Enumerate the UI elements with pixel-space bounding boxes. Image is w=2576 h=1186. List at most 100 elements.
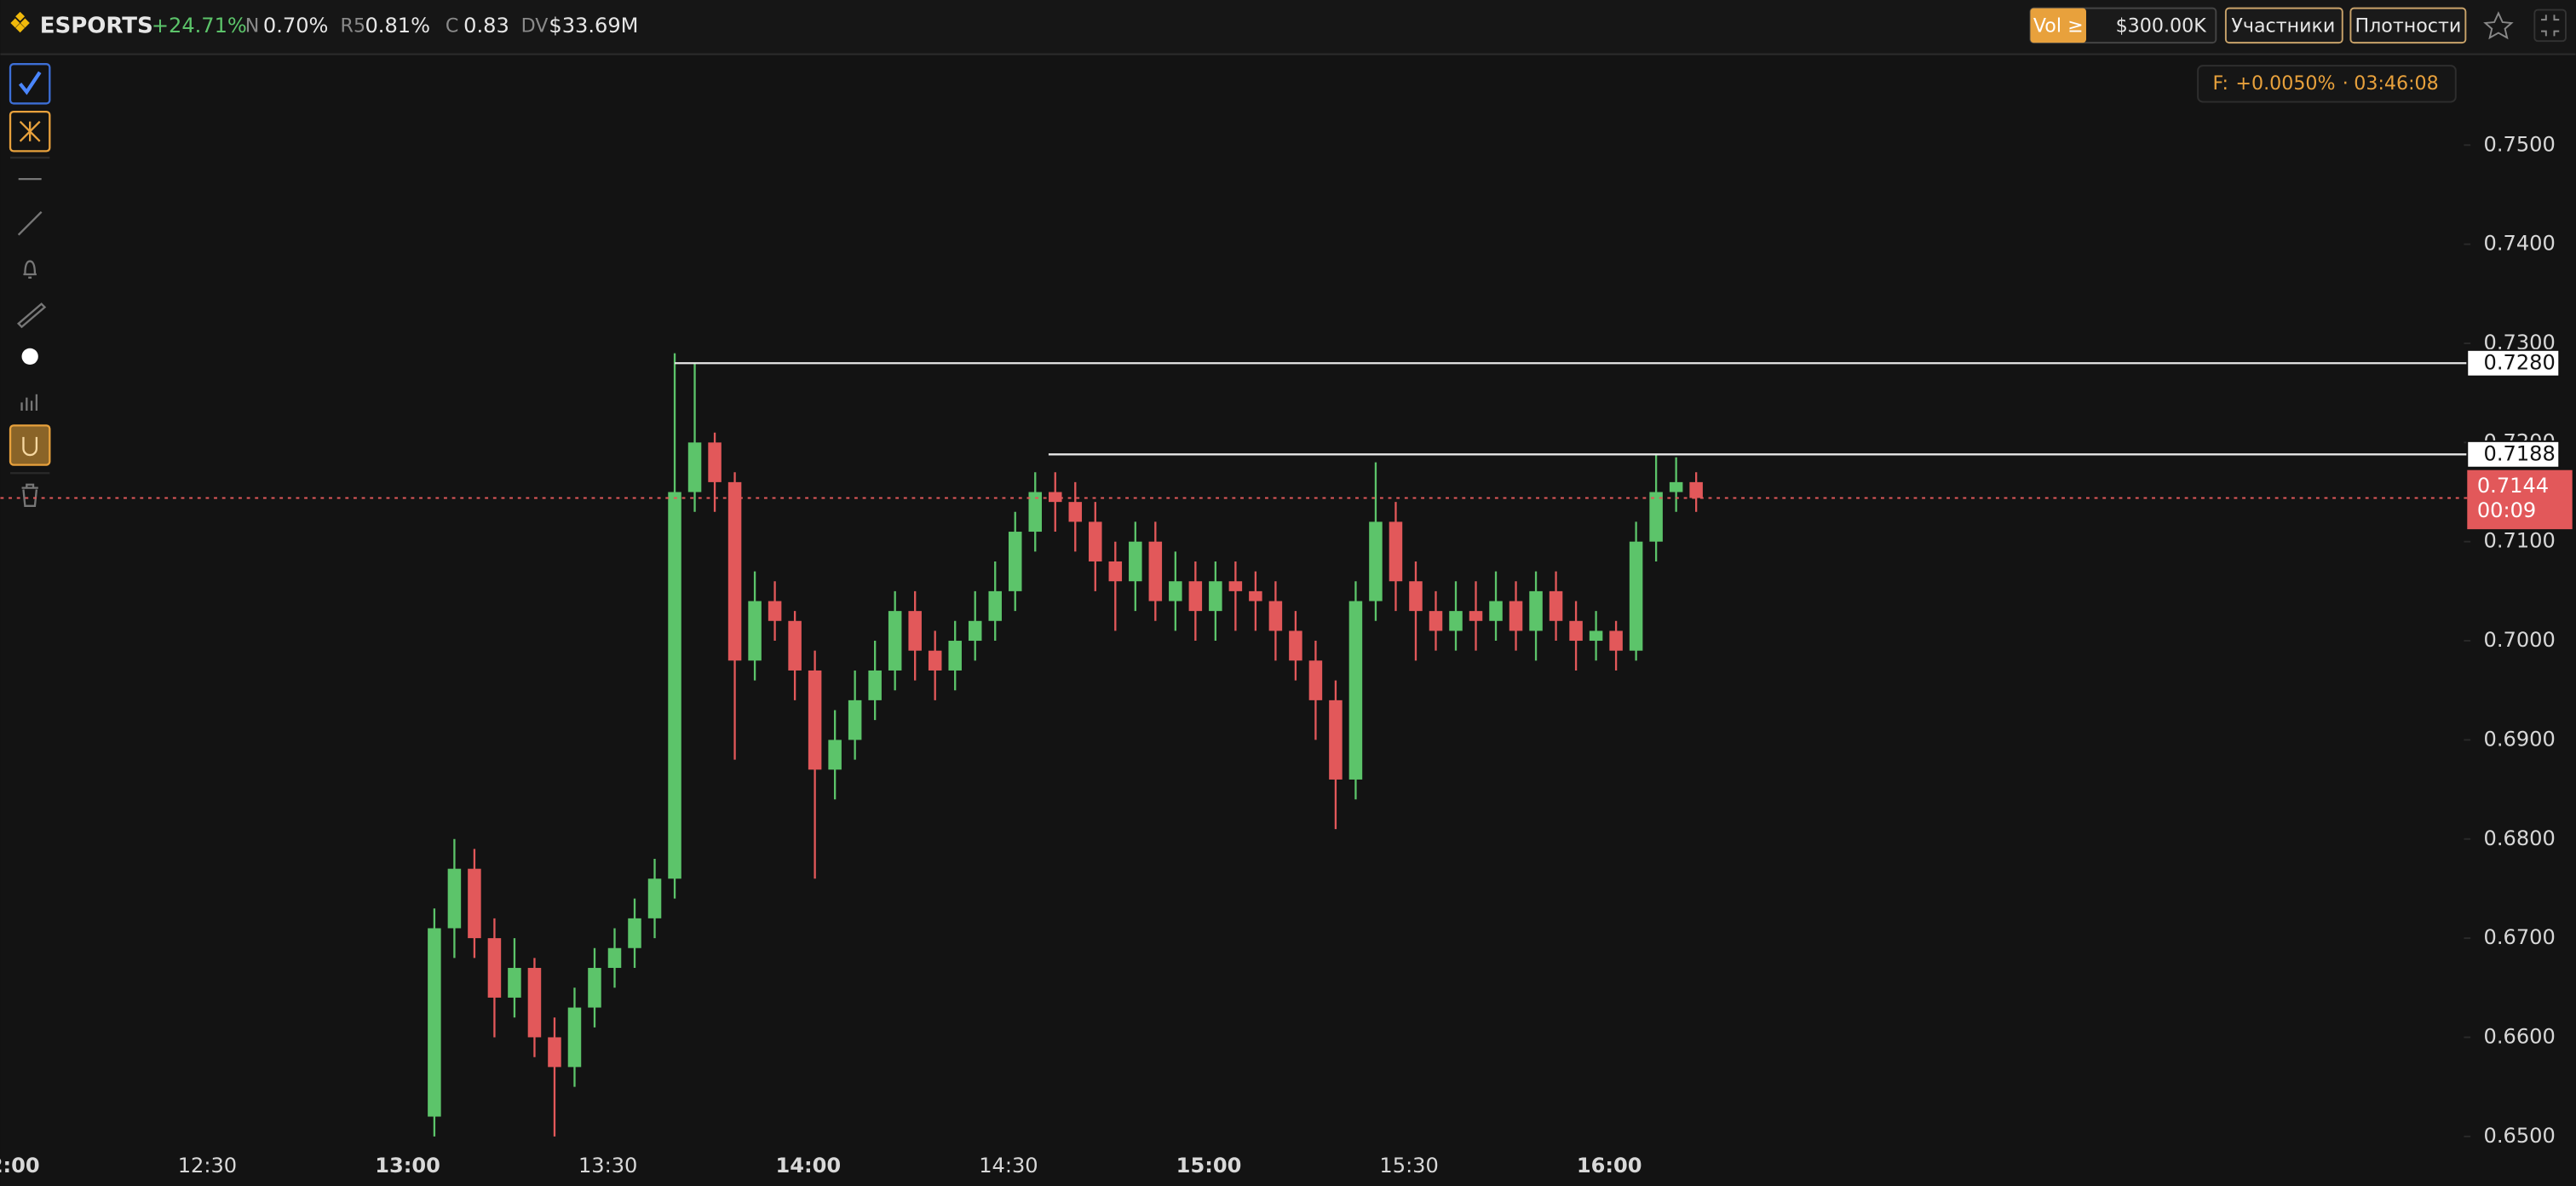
x-tick-label: 15:30 [1379,1154,1438,1177]
x-tick-label: 13:30 [578,1154,637,1177]
tool-select[interactable] [9,63,51,105]
candle-body [1049,492,1062,503]
candle-body [748,601,762,661]
candle-body [687,442,702,492]
candle-body [447,868,462,929]
candle-body [1028,492,1043,533]
y-tick-label: 0.6800 [2484,826,2556,850]
vol-label-box[interactable] [2030,8,2086,43]
candle-body [1268,601,1283,631]
candle-body [928,650,942,671]
candle-body [1068,502,1083,522]
candle-body [1449,611,1463,631]
candle-body [1689,481,1703,498]
candle-body [1529,590,1543,631]
candle-body [428,928,441,1117]
y-tick-label: 0.7400 [2484,232,2556,256]
x-tick-label: 12:00 [0,1154,40,1177]
candle-body [607,947,622,969]
candle-body [727,481,742,661]
level-label-box [2466,348,2561,377]
candle-body [668,492,681,879]
x-tick-label: 14:00 [775,1154,841,1177]
vol-label[interactable]: Vol ≥ [2033,14,2084,37]
toolbar [9,63,51,507]
candle-body [508,968,521,998]
tool-pattern[interactable] [9,110,51,153]
candle-body [1148,541,1163,602]
candle-body [567,1007,582,1068]
candle-body [1569,620,1583,642]
candle-body [1169,581,1182,602]
level-label: 0.7188 [2484,441,2556,465]
last-price-box [2467,469,2573,530]
candle-body [848,700,862,740]
tool-dot[interactable] [21,348,38,366]
candle-body [1308,660,1323,700]
candle-body [908,611,922,651]
candle-body [988,590,1002,621]
chart: 0.6500 0.6600 0.6700 0.6800 0.6900 0.7000 0.71… [0,132,2573,1177]
candle-body [808,670,822,770]
tool-trendline[interactable] [17,210,43,236]
tool-magnet-icon[interactable] [22,436,38,457]
funding-box [2197,65,2457,103]
candle-body [468,868,481,939]
stat-value: 0.81% [365,14,430,37]
candle-body [647,878,662,918]
level-label-box [2466,440,2561,469]
participants-button[interactable]: Участники [2231,14,2335,37]
tool-pattern-icon[interactable] [19,120,41,142]
candle-body [788,620,802,671]
funding-separator: · [2343,72,2349,95]
y-tick-label: 0.6500 [2484,1124,2556,1148]
candle-body [968,620,982,642]
candle-body [1209,581,1222,612]
candle-body [828,740,842,770]
x-tick-label: 15:00 [1176,1154,1242,1177]
candle-body [1108,561,1123,582]
candle-body [1629,541,1643,651]
vol-value[interactable]: $300.00K [2116,14,2207,37]
y-tick-label: 0.6900 [2484,727,2556,751]
tool-select-icon[interactable] [18,71,42,95]
candle-body [1348,601,1363,780]
favorite-star[interactable] [2483,11,2514,40]
volume-filter[interactable]: Vol ≥ $300.00K [2029,7,2217,44]
funding-label: F: [2212,72,2228,95]
last-price-countdown: 00:09 [2477,498,2536,522]
button-frame[interactable] [2349,7,2467,44]
level-label: 0.7280 [2484,350,2556,374]
candle-body [1389,521,1403,582]
x-tick-label: 16:00 [1577,1154,1642,1177]
y-tick-label: 0.6600 [2484,1024,2556,1048]
tool-alert[interactable] [23,260,37,279]
button-frame[interactable] [2224,7,2343,44]
stat-value: 0.83 [463,14,509,37]
tool-volume[interactable] [20,394,38,411]
tool-ruler[interactable] [16,302,47,329]
candle-body [1669,481,1683,492]
density-button[interactable]: Плотности [2355,14,2461,37]
tool-magnet[interactable] [9,424,51,466]
candle-body [888,611,902,671]
x-tick-label: 12:30 [178,1154,237,1177]
y-tick-label: 0.7500 [2484,132,2556,156]
stat-label: DV [521,14,549,37]
candle-body [1129,541,1142,582]
symbol: ESPORTS [40,13,153,38]
candle-body [487,938,502,998]
change: +24.71% [152,14,247,37]
candle-body [1509,601,1523,631]
fullscreen-icon[interactable] [2533,9,2567,43]
candle-body [1188,581,1203,612]
stat-label: C [446,14,458,37]
last-price-label: 0.7144 [2477,474,2549,498]
candle-body [1329,700,1343,780]
y-tick-label: 0.7000 [2484,628,2556,652]
candle-body [1369,521,1383,602]
stat-label: N [245,14,260,37]
candle-body [1409,581,1423,612]
